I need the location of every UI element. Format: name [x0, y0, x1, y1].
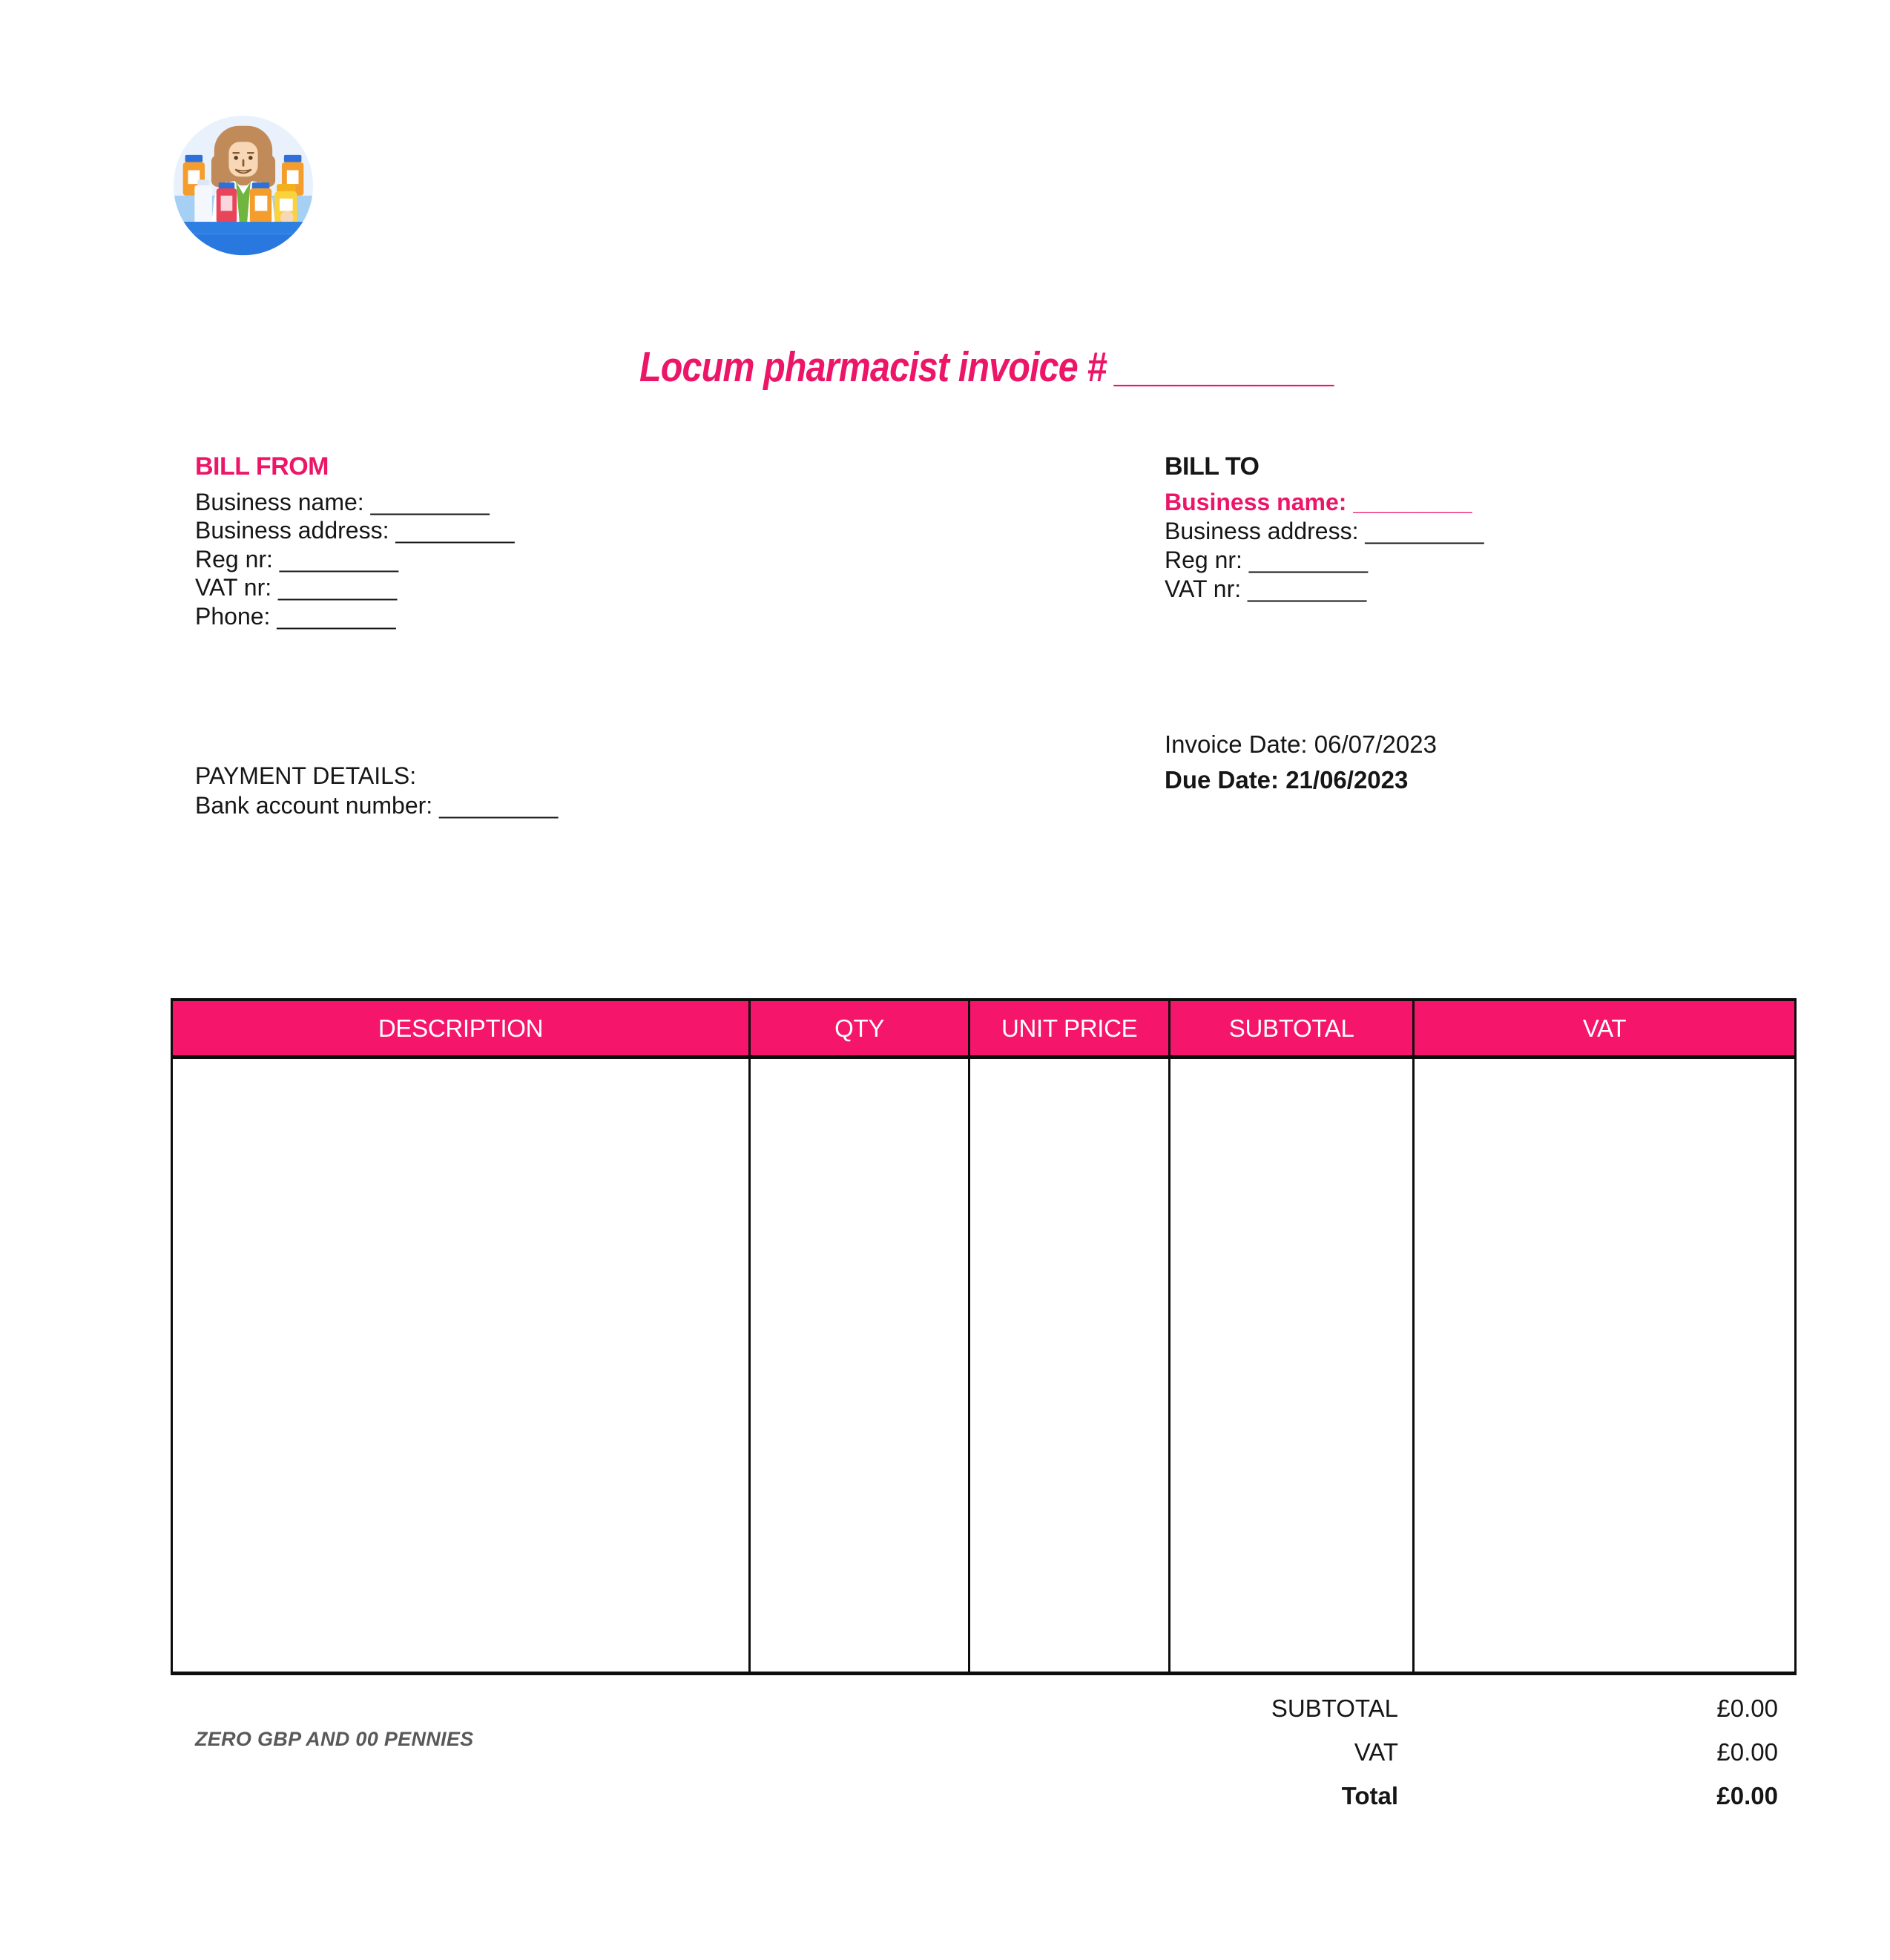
bill-from-phone: Phone: _________ — [195, 602, 515, 631]
field-blank[interactable]: _________ — [279, 545, 398, 573]
field-label: Business name: — [195, 488, 364, 515]
table-body-cell-unit-price[interactable] — [968, 1059, 1168, 1672]
table-body-cell-subtotal[interactable] — [1168, 1059, 1412, 1672]
field-label: Phone: — [195, 602, 271, 630]
payment-details-section: PAYMENT DETAILS: Bank account number: __… — [195, 761, 558, 820]
bank-account-number-field: Bank account number: _________ — [195, 791, 558, 820]
bill-to-heading: BILL TO — [1165, 452, 1260, 481]
vat-label: VAT — [1354, 1738, 1398, 1766]
table-body-cell-description[interactable] — [173, 1059, 748, 1672]
field-label: Reg nr: — [1165, 547, 1242, 573]
invoice-date-label: Invoice Date: — [1165, 730, 1308, 758]
field-blank[interactable]: _________ — [1353, 489, 1472, 515]
field-label: Business address: — [1165, 518, 1359, 544]
due-date-label: Due Date: — [1165, 766, 1280, 793]
field-label: Reg nr: — [195, 545, 273, 573]
vat-value: £0.00 — [1716, 1738, 1778, 1766]
bill-from-vat-nr: VAT nr: _________ — [195, 573, 515, 602]
table-body — [171, 1059, 1797, 1675]
field-blank[interactable]: _________ — [277, 602, 396, 630]
subtotal-label: SUBTOTAL — [1271, 1694, 1398, 1722]
totals-row-total: Total £0.00 — [1038, 1774, 1778, 1818]
field-blank[interactable]: _________ — [1365, 518, 1484, 544]
total-value: £0.00 — [1716, 1781, 1778, 1809]
line-items-table: DESCRIPTION QTY UNIT PRICE SUBTOTAL VAT — [171, 998, 1797, 1675]
field-blank[interactable]: _________ — [1248, 547, 1368, 573]
table-body-cell-qty[interactable] — [748, 1059, 968, 1672]
bill-from-business-name: Business name: _________ — [195, 488, 515, 517]
field-blank[interactable]: _________ — [439, 792, 559, 819]
total-label: Total — [1341, 1781, 1398, 1809]
bill-to-reg-nr: Reg nr: _________ — [1165, 546, 1484, 575]
field-label: Business address: — [195, 517, 389, 544]
amount-in-words: ZERO GBP AND 00 PENNIES — [195, 1728, 474, 1750]
payment-details-heading: PAYMENT DETAILS: — [195, 762, 417, 789]
column-header-description: DESCRIPTION — [378, 1014, 544, 1042]
table-body-cell-vat[interactable] — [1412, 1059, 1794, 1672]
bill-to-business-address: Business address: _________ — [1165, 517, 1484, 546]
field-blank[interactable]: _________ — [1248, 575, 1367, 602]
dates-section: Invoice Date: 06/07/2023 Due Date: 21/06… — [1165, 727, 1437, 798]
totals-section: SUBTOTAL £0.00 VAT £0.00 Total £0.00 — [1038, 1686, 1778, 1818]
field-label: VAT nr: — [195, 574, 272, 601]
invoice-date-line: Invoice Date: 06/07/2023 — [1165, 727, 1437, 762]
invoice-title-text: Locum pharmacist invoice # — [639, 343, 1107, 391]
column-header-vat: VAT — [1412, 1001, 1794, 1055]
table-header-row: DESCRIPTION QTY UNIT PRICE SUBTOTAL VAT — [171, 998, 1797, 1059]
bill-to-business-name: Business name: _________ — [1165, 488, 1484, 517]
totals-row-subtotal: SUBTOTAL £0.00 — [1038, 1686, 1778, 1730]
bill-to-section: BILL TO Business name: _________ Busines… — [1165, 452, 1484, 604]
totals-row-vat: VAT £0.00 — [1038, 1730, 1778, 1774]
bill-from-business-address: Business address: _________ — [195, 516, 515, 545]
column-header-subtotal: SUBTOTAL — [1168, 1001, 1412, 1055]
invoice-title: Locum pharmacist invoice # ___________ — [639, 343, 1336, 392]
field-blank[interactable]: _________ — [370, 488, 490, 515]
bill-to-vat-nr: VAT nr: _________ — [1165, 575, 1484, 604]
field-blank[interactable]: _________ — [278, 574, 398, 601]
bill-from-section: BILL FROM Business name: _________ Busin… — [195, 452, 515, 630]
invoice-date-value: 06/07/2023 — [1314, 730, 1437, 758]
field-label: Bank account number: — [195, 792, 433, 819]
column-header-unit-price: UNIT PRICE — [968, 1001, 1168, 1055]
due-date-value: 21/06/2023 — [1285, 766, 1409, 793]
field-label: Business name: — [1165, 489, 1347, 515]
bill-from-reg-nr: Reg nr: _________ — [195, 545, 515, 574]
pharmacist-logo-icon — [171, 113, 316, 263]
bill-from-heading: BILL FROM — [195, 452, 329, 481]
due-date-line: Due Date: 21/06/2023 — [1165, 762, 1437, 798]
subtotal-value: £0.00 — [1716, 1694, 1778, 1722]
field-label: VAT nr: — [1165, 575, 1242, 602]
field-blank[interactable]: _________ — [395, 517, 515, 544]
column-header-qty: QTY — [748, 1001, 968, 1055]
invoice-number-blank[interactable]: ___________ — [1116, 343, 1336, 391]
